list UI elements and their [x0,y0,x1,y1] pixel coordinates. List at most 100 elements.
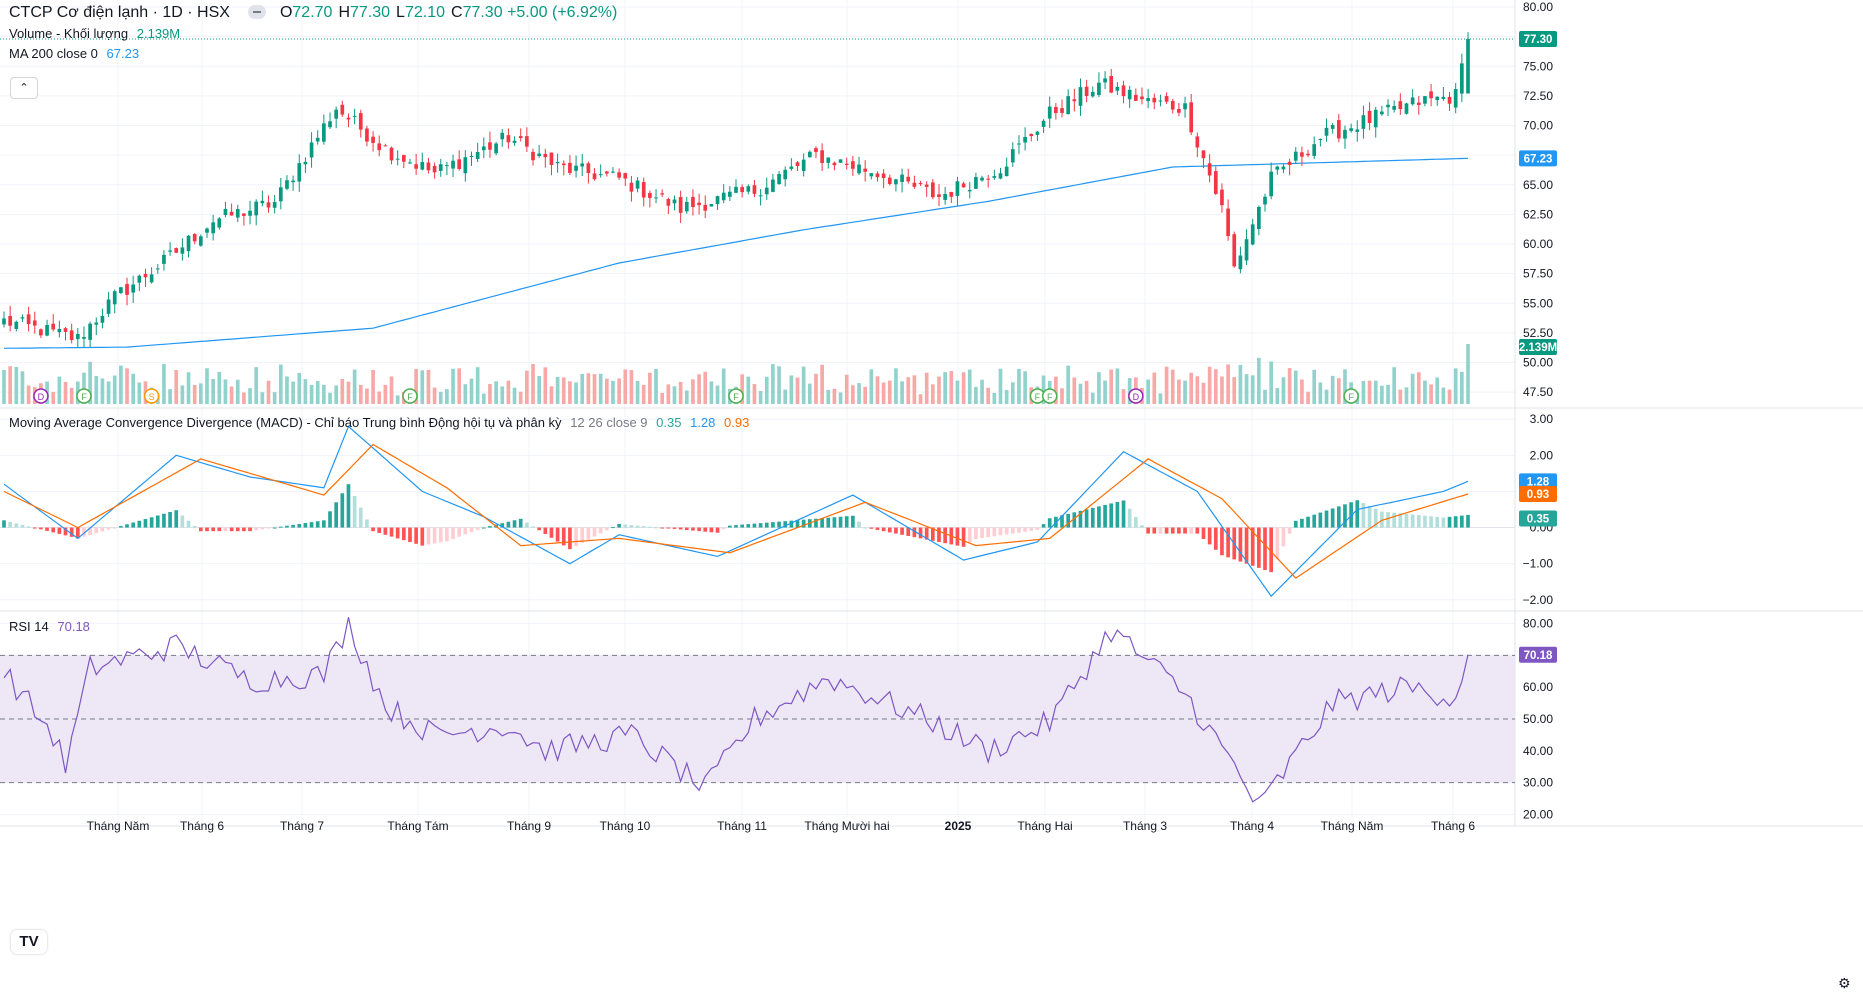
candle-body [641,182,646,198]
volume-bar [654,368,658,404]
volume-bar [1084,380,1089,404]
candle-body [931,182,935,198]
candle-body [248,210,252,216]
candle-body [1115,86,1120,91]
volume-bar [1017,368,1021,404]
volume-bar [1466,344,1470,404]
volume-bar [629,370,634,404]
macd-histogram-bar [974,527,978,539]
symbol-legend[interactable]: CTCP Cơ điện lạnh · 1D · HSX O72.70 H77.30… [9,4,617,22]
macd-histogram-bar [1386,512,1390,528]
candle-body [857,164,861,174]
event-marker-f [402,388,418,404]
macd-histogram-bar [931,527,935,541]
candle-body [395,158,400,160]
volume-bar [1152,372,1157,404]
candle-body [537,153,541,157]
candle-body [1466,38,1470,94]
macd-histogram-bar [1201,527,1206,539]
macd-histogram-bar [315,521,320,528]
macd-pane[interactable] [0,425,1515,598]
candle-body [728,191,732,197]
volume-bar [863,386,868,404]
candle-body [303,161,308,165]
macd-histogram-bar [1447,516,1452,528]
gear-icon[interactable]: ⚙ [1838,975,1851,991]
macd-histogram-bar [838,516,843,528]
macd-histogram-bar [1423,515,1427,528]
candle-body [795,162,800,166]
rsi-legend[interactable]: RSI 14 70.18 [9,619,90,634]
macd-histogram-bar [1017,527,1021,533]
volume-bar [1275,388,1280,404]
candle-body [814,148,818,153]
ohlc-label: C [451,4,463,21]
macd-histogram-bar [365,519,369,528]
volume-bar [223,379,228,404]
volume-bar [1201,382,1206,404]
price-tick-label: 52.50 [1523,326,1553,340]
candle-body [617,172,621,178]
rsi-badge-bg [1519,646,1557,663]
macd-histogram-bar [555,527,560,542]
volume-bar [340,379,345,404]
candle-body [506,135,511,143]
macd-histogram-bar [623,524,628,528]
more-options-icon[interactable] [247,4,266,19]
candle-body [1460,63,1464,94]
candle-body [75,333,80,340]
candle-body [432,165,437,173]
macd-histogram-bar [580,527,585,543]
macd-histogram-bar [272,527,277,529]
candle-body [51,323,56,330]
volume-bar [494,381,498,404]
volume-legend[interactable]: Volume - Khối lượng 2.139M [9,26,180,41]
macd-histogram-bar [309,522,314,528]
rsi-pane[interactable] [0,617,1515,803]
chevron-up-icon[interactable]: ⌃ [10,77,38,99]
volume-bar [881,382,886,404]
macd-histogram-bar [900,527,904,535]
volume-bar [112,375,117,404]
macd-histogram-bar [57,527,62,534]
volume-bar [334,385,339,404]
volume-bar [389,376,394,404]
macd-legend[interactable]: Moving Average Convergence Divergence (M… [9,415,749,430]
macd-histogram-bar [654,527,658,529]
tradingview-logo-icon[interactable]: TV [11,930,47,954]
rsi-legend-label: RSI 14 [9,619,49,634]
candle-body [352,115,357,117]
time-tick-label: Tháng 10 [600,819,651,833]
volume-bar [414,368,418,404]
macd-histogram-bar [875,527,880,530]
macd-histogram-bar [346,484,351,528]
candle-body [568,162,572,173]
candle-body [217,218,222,228]
time-axis[interactable]: Tháng Năm Tháng 6 Tháng 7 Tháng Tám Tháng 9 T… [87,819,1476,833]
macd-histogram-bar [248,527,252,532]
volume-bar [1244,374,1249,404]
candle-body [26,314,31,324]
volume-bar [1453,368,1458,404]
symbol-title[interactable]: CTCP Cơ điện lạnh · 1D · HSX [9,4,230,21]
candle-body [174,248,179,253]
ma-legend[interactable]: MA 200 close 0 67.23 [9,46,139,61]
macd-histogram-bar [851,515,855,528]
candle-body [543,153,548,158]
volume-bar [746,376,751,404]
macd-histogram-bar [1306,516,1310,528]
macd-histogram-bar [106,527,111,530]
volume-bar [586,373,591,404]
volume-bar [894,368,898,404]
price-candles[interactable] [2,32,1470,348]
volume-legend-label: Volume - Khối lượng [9,26,129,41]
volume-bar [906,377,911,404]
price-axis[interactable]: 80.0077.5075.0072.5070.0067.5065.0062.50… [1519,0,1557,821]
candle-body [346,117,351,120]
macd-histogram-bar [592,527,597,537]
candle-body [1072,99,1077,102]
candle-body [967,189,972,192]
macd-histogram-bar [617,523,621,528]
